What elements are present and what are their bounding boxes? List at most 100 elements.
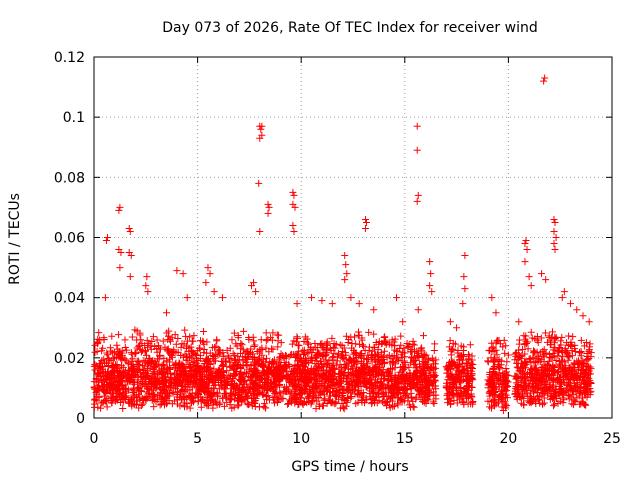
outlier-point — [552, 234, 560, 241]
data-point — [193, 380, 201, 388]
data-point — [356, 352, 364, 360]
data-point — [537, 356, 545, 364]
data-point — [118, 356, 126, 364]
outlier-point — [521, 258, 529, 266]
data-point — [301, 388, 309, 396]
data-point — [163, 357, 171, 365]
data-point — [133, 336, 141, 344]
data-point — [346, 355, 354, 363]
outlier-point — [290, 227, 298, 235]
data-point — [582, 365, 590, 373]
data-point — [453, 399, 461, 407]
data-point — [372, 384, 380, 392]
data-point — [226, 362, 234, 370]
data-point — [100, 392, 108, 400]
data-point — [177, 387, 185, 395]
data-point — [223, 398, 231, 406]
data-point — [261, 404, 269, 412]
data-point — [290, 337, 298, 345]
data-point — [499, 369, 507, 377]
data-point — [191, 350, 199, 358]
data-point — [250, 380, 258, 388]
outlier-point — [426, 282, 434, 290]
data-point — [564, 356, 572, 364]
data-point — [532, 364, 540, 372]
data-point — [183, 400, 191, 408]
data-point — [106, 381, 114, 389]
data-point — [296, 383, 304, 391]
data-point — [221, 357, 229, 365]
data-point — [150, 373, 158, 381]
data-point — [287, 351, 295, 359]
data-point — [240, 327, 248, 335]
outlier-point — [290, 191, 298, 199]
outlier-point — [550, 215, 558, 223]
data-point — [421, 390, 429, 398]
outlier-point — [370, 306, 378, 314]
data-point — [415, 360, 423, 368]
data-point — [129, 363, 137, 371]
data-point — [512, 352, 520, 360]
data-point — [342, 385, 350, 393]
outlier-point — [252, 288, 260, 296]
data-point — [113, 392, 121, 400]
data-point — [282, 371, 290, 379]
data-point — [305, 369, 313, 377]
data-point — [121, 368, 129, 376]
data-point — [459, 356, 467, 364]
data-point — [420, 376, 428, 384]
data-point — [331, 391, 339, 399]
data-point — [132, 349, 140, 357]
data-point — [388, 360, 396, 368]
data-point — [174, 335, 182, 343]
data-point — [269, 345, 277, 353]
data-point — [181, 326, 189, 334]
data-point — [515, 388, 523, 396]
data-point — [275, 354, 283, 362]
outlier-point — [318, 297, 326, 305]
data-point — [222, 381, 230, 389]
data-point — [373, 393, 381, 401]
data-point — [269, 396, 277, 404]
data-point — [90, 378, 98, 386]
data-point — [572, 383, 580, 391]
data-point — [512, 349, 520, 357]
data-point — [320, 353, 328, 361]
data-point — [329, 353, 337, 361]
outlier-point — [361, 224, 369, 232]
data-point — [158, 393, 166, 401]
data-point — [370, 343, 378, 351]
data-point — [274, 343, 282, 351]
data-point — [93, 348, 101, 356]
data-point — [211, 344, 219, 352]
outlier-point — [293, 300, 301, 308]
outlier-point — [542, 276, 550, 284]
data-point — [407, 348, 415, 356]
data-point — [205, 379, 213, 387]
data-point — [229, 389, 237, 397]
data-point — [340, 344, 348, 352]
data-point — [412, 383, 420, 391]
data-point — [162, 389, 170, 397]
data-point — [258, 346, 266, 354]
data-point — [306, 370, 314, 378]
data-point — [203, 394, 211, 402]
data-point — [183, 356, 191, 364]
x-tick-label: 5 — [193, 431, 202, 447]
data-point — [573, 382, 581, 390]
data-point — [370, 388, 378, 396]
data-point — [99, 382, 107, 390]
data-point — [517, 399, 525, 407]
outlier-point — [341, 252, 349, 260]
data-point — [484, 358, 492, 366]
data-point — [113, 341, 121, 349]
data-point — [208, 369, 216, 377]
data-point — [383, 392, 391, 400]
data-point — [177, 343, 185, 351]
data-point — [152, 398, 160, 406]
data-point — [186, 404, 194, 412]
data-point — [97, 399, 105, 407]
data-point — [287, 397, 295, 405]
data-point — [313, 397, 321, 405]
data-point — [250, 337, 258, 345]
